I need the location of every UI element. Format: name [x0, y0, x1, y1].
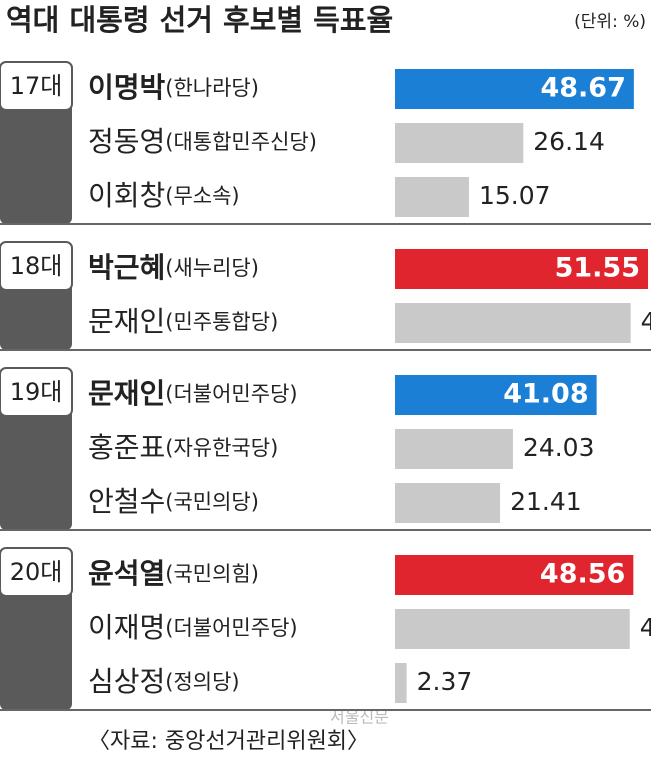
candidate-party: (국민의힘) [165, 562, 259, 586]
candidate-name: 이명박 [88, 71, 166, 104]
bar [395, 483, 501, 523]
candidate-party: (무소속) [165, 184, 239, 208]
bar [395, 69, 634, 109]
candidate-name: 이재명 [88, 611, 165, 644]
candidate-name: 문재인 [88, 377, 165, 410]
value-label: 48.56 [540, 559, 625, 590]
value-label: 48.67 [540, 73, 625, 104]
candidate-label: 심상정(정의당) [88, 665, 240, 698]
candidate-party: (더불어민주당) [165, 382, 297, 406]
candidate-party: (한나라당) [165, 76, 259, 100]
value-label: 15.07 [479, 181, 551, 210]
group-label: 18대 [10, 252, 63, 280]
group-label: 19대 [10, 378, 63, 406]
candidate-party: (정의당) [165, 670, 239, 694]
value-label: 24.03 [523, 433, 595, 462]
candidate-label: 홍준표(자유한국당) [88, 431, 278, 464]
group-label-box [0, 241, 73, 291]
bar [395, 609, 630, 649]
bar [395, 555, 634, 595]
bar [395, 375, 597, 415]
value-label: 21.41 [510, 487, 582, 516]
value-label: 48.02 [641, 307, 651, 336]
candidate-name: 심상정 [88, 665, 165, 698]
candidate-name: 박근혜 [88, 251, 165, 284]
group-label: 17대 [10, 72, 63, 100]
group-label-box [0, 547, 73, 597]
candidate-label: 이명박(한나라당) [88, 71, 259, 104]
candidate-label: 안철수(국민의당) [88, 485, 259, 518]
candidate-party: (대통합민주신당) [165, 130, 317, 154]
candidate-label: 이회창(무소속) [88, 179, 240, 212]
group-label: 20대 [10, 558, 63, 586]
source: 〈자료: 중앙선거관리위원회〉 [88, 729, 369, 754]
candidate-party: (더불어민주당) [165, 616, 297, 640]
candidate-name: 안철수 [88, 485, 165, 518]
bar [395, 123, 524, 163]
candidate-name: 정동영 [88, 125, 165, 158]
bar [395, 177, 469, 217]
candidate-label: 정동영(대통합민주신당) [88, 125, 317, 158]
candidate-label: 이재명(더불어민주당) [88, 611, 298, 644]
value-label: 2.37 [417, 667, 473, 696]
candidate-party: (국민의당) [165, 490, 259, 514]
group-label-box [0, 61, 73, 111]
bar [395, 663, 407, 703]
value-label: 47.83 [640, 613, 651, 642]
bar [395, 429, 513, 469]
value-label: 51.55 [555, 253, 640, 284]
value-label: 41.08 [503, 379, 588, 410]
candidate-label: 윤석열(국민의힘) [88, 557, 259, 590]
candidate-party: (민주통합당) [165, 310, 278, 334]
candidate-label: 문재인(민주통합당) [88, 305, 278, 338]
unit: (단위: %) [574, 12, 646, 32]
candidate-label: 문재인(더불어민주당) [88, 377, 298, 410]
watermark: 서울신문 [330, 708, 389, 727]
candidate-name: 이회창 [88, 179, 165, 212]
value-label: 26.14 [533, 127, 605, 156]
candidate-party: (자유한국당) [165, 436, 278, 460]
chart-title: 역대 대통령 선거 후보별 득표율 [6, 3, 393, 37]
bar [395, 249, 648, 289]
candidate-label: 박근혜(새누리당) [88, 251, 259, 284]
candidate-name: 홍준표 [88, 431, 165, 464]
candidate-name: 윤석열 [88, 557, 165, 590]
candidate-party: (새누리당) [165, 256, 259, 280]
group-label-box [0, 367, 73, 417]
candidate-name: 문재인 [88, 305, 165, 338]
bar [395, 303, 631, 343]
